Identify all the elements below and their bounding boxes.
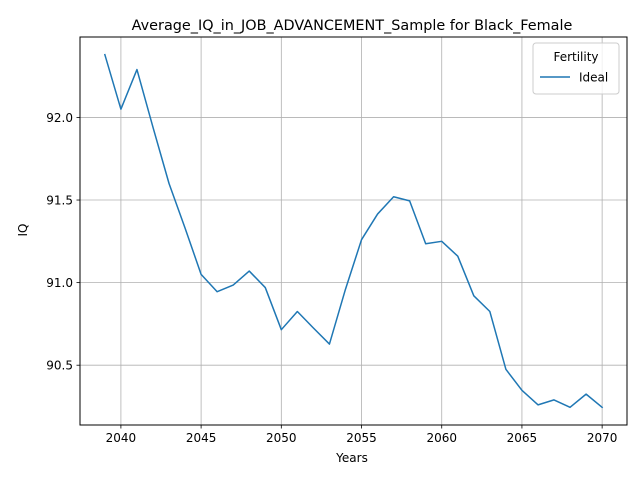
y-tick-label: 92.0	[46, 111, 73, 125]
legend-label-ideal: Ideal	[579, 71, 608, 85]
chart-title: Average_IQ_in_JOB_ADVANCEMENT_Sample for…	[132, 18, 573, 34]
y-tick-label: 90.5	[46, 359, 73, 373]
legend-title: Fertility	[553, 50, 598, 64]
x-tick-label: 2065	[507, 431, 538, 445]
y-tick-label: 91.0	[46, 276, 73, 290]
x-tick-label: 2040	[106, 431, 137, 445]
x-tick-label: 2060	[426, 431, 457, 445]
x-tick-label: 2045	[186, 431, 217, 445]
x-tick-label: 2050	[266, 431, 297, 445]
x-tick-label: 2070	[587, 431, 618, 445]
y-axis-label: IQ	[16, 224, 30, 237]
x-axis-label: Years	[335, 451, 368, 465]
x-tick-label: 2055	[346, 431, 377, 445]
legend: Fertility Ideal	[533, 43, 619, 94]
y-tick-label: 91.5	[46, 194, 73, 208]
